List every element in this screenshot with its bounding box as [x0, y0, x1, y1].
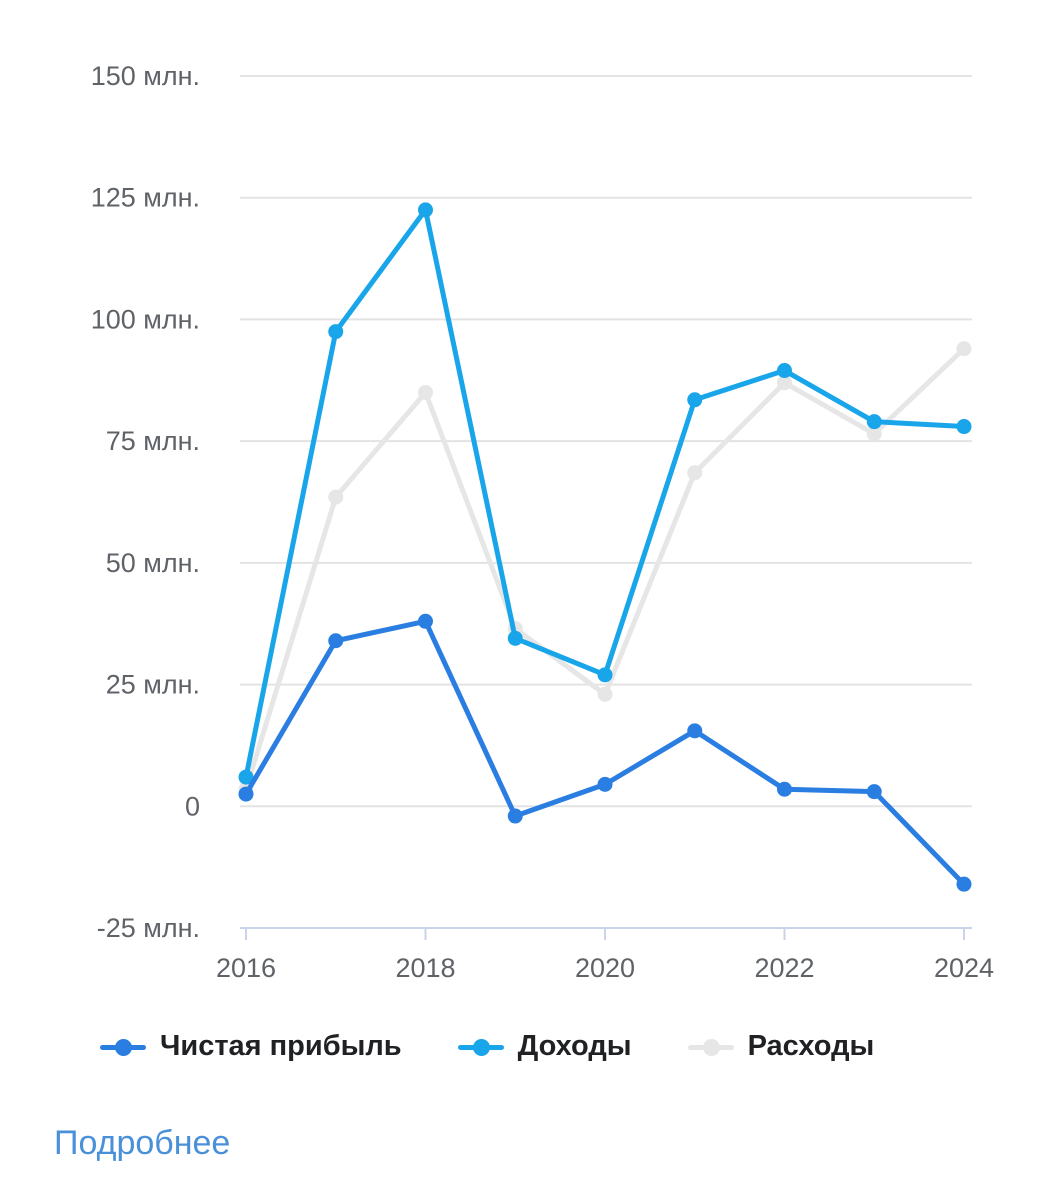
chart-legend: Чистая прибыль Доходы Расходы	[100, 1030, 930, 1063]
legend-marker-expenses	[687, 1038, 734, 1056]
series-line-expenses	[243, 346, 967, 792]
legend-marker-net-profit	[100, 1038, 146, 1056]
y-tick-label: 50 млн.	[106, 548, 200, 578]
data-point-expenses	[328, 489, 344, 505]
y-tick-label: 25 млн.	[106, 670, 200, 700]
x-tick-label: 2022	[754, 953, 814, 983]
legend-label-expenses: Расходы	[747, 1030, 875, 1062]
y-tick-label: 0	[185, 791, 200, 821]
y-tick-label: 150 млн.	[91, 61, 200, 91]
data-point-expenses	[777, 375, 792, 391]
y-tick-label: 75 млн.	[106, 426, 200, 456]
data-point-expenses	[418, 384, 433, 400]
data-point-expenses	[956, 341, 972, 357]
legend-label-net-profit: Чистая прибыль	[160, 1030, 402, 1062]
data-point-net-profit	[418, 613, 433, 629]
series-line-net-profit	[243, 618, 967, 887]
x-tick-label: 2018	[395, 953, 455, 983]
y-tick-label: 100 млн.	[91, 304, 200, 334]
x-tick-label: 2020	[575, 953, 635, 983]
data-point-net-profit	[597, 776, 613, 792]
data-point-revenue	[328, 324, 344, 340]
legend-marker-revenue	[457, 1038, 504, 1056]
legend-label-revenue: Доходы	[517, 1030, 632, 1062]
x-tick-label: 2016	[216, 953, 276, 983]
y-tick-label: -25 млн.	[97, 913, 200, 943]
data-point-revenue	[418, 202, 433, 218]
data-point-revenue	[597, 667, 613, 683]
data-point-revenue	[777, 363, 792, 379]
data-point-net-profit	[238, 786, 254, 802]
data-point-expenses	[866, 426, 882, 442]
data-point-expenses	[687, 465, 703, 481]
data-point-revenue	[866, 414, 882, 430]
y-axis-labels: 150 млн. 125 млн. 100 млн. 75 млн. 50 млн. 25…	[91, 61, 200, 943]
line-chart: 150 млн. 125 млн. 100 млн. 75 млн. 50 млн. 25…	[91, 61, 994, 983]
data-point-revenue	[956, 419, 972, 435]
data-point-net-profit	[687, 723, 703, 739]
data-point-revenue	[507, 630, 523, 646]
y-tick-label: 125 млн.	[91, 183, 200, 213]
data-point-net-profit	[507, 808, 523, 824]
data-point-revenue	[687, 392, 703, 408]
legend-item-net-profit[interactable]: Чистая прибыль	[100, 1030, 402, 1063]
data-point-net-profit	[777, 781, 792, 797]
x-tick-label: 2024	[934, 953, 994, 983]
data-point-expenses	[597, 686, 613, 702]
more-details-link[interactable]: Подробнее	[54, 1124, 231, 1162]
data-point-net-profit	[956, 876, 972, 892]
data-point-net-profit	[328, 633, 344, 649]
legend-item-expenses[interactable]: Расходы	[687, 1030, 875, 1063]
gridlines	[240, 75, 972, 808]
data-point-revenue	[238, 769, 254, 785]
series-lines	[238, 202, 972, 892]
x-axis: 2016 2018 2020 2022 2024	[216, 927, 994, 983]
legend-item-revenue[interactable]: Доходы	[457, 1030, 632, 1063]
data-point-net-profit	[866, 784, 882, 800]
